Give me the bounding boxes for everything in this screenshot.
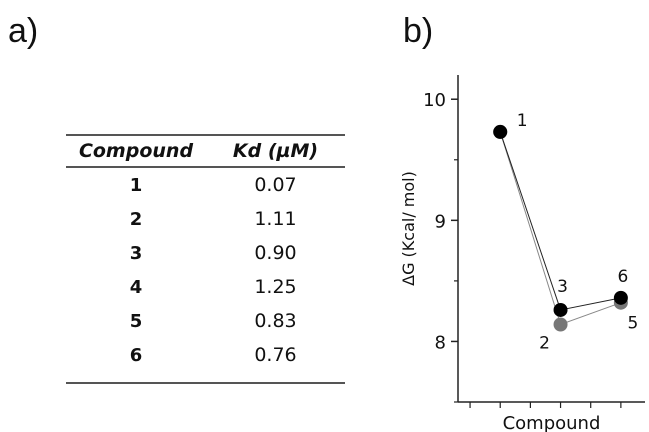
cell-compound: 2 (129, 208, 143, 230)
data-label: 3 (557, 277, 568, 297)
y-tick-label: 9 (435, 211, 446, 232)
table-row: 6 0.76 (66, 338, 345, 384)
data-point (493, 124, 508, 139)
table-row: 1 0.07 (66, 167, 345, 202)
panel-label-b: b) (403, 12, 434, 50)
table-row: 3 0.90 (66, 236, 345, 270)
data-label: 2 (539, 333, 550, 353)
cell-compound: 4 (129, 276, 143, 298)
cell-kd: 0.83 (254, 310, 297, 332)
y-axis-label: ΔG (Kcal/ mol) (399, 171, 418, 286)
table-row: 2 1.11 (66, 202, 345, 236)
data-point (613, 290, 628, 305)
data-label: 1 (517, 111, 528, 131)
table-row: 5 0.83 (66, 304, 345, 338)
y-tick-label: 10 (423, 90, 446, 111)
cell-compound: 6 (66, 338, 206, 384)
cell-compound: 1 (129, 174, 143, 196)
data-point (553, 302, 568, 317)
cell-kd: 1.25 (254, 276, 297, 298)
kd-table: Compound Kd (µM) 1 0.07 2 1.11 3 0.90 4 … (66, 134, 345, 384)
data-label: 6 (617, 267, 628, 287)
cell-kd: 0.76 (206, 338, 345, 384)
cell-compound: 3 (129, 242, 143, 264)
data-point (553, 317, 568, 332)
data-label: 5 (627, 314, 638, 334)
cell-kd: 1.11 (254, 208, 297, 230)
header-kd: Kd (µM) (232, 140, 319, 162)
table-row: 4 1.25 (66, 270, 345, 304)
cell-kd: 0.07 (254, 174, 297, 196)
header-compound: Compound (78, 140, 194, 162)
x-axis-label: Compound (503, 413, 601, 432)
cell-compound: 5 (129, 310, 143, 332)
table-header-row: Compound Kd (µM) (66, 135, 345, 167)
panel-label-a: a) (8, 12, 39, 50)
cell-kd: 0.90 (254, 242, 297, 264)
y-tick-label: 8 (435, 332, 446, 353)
